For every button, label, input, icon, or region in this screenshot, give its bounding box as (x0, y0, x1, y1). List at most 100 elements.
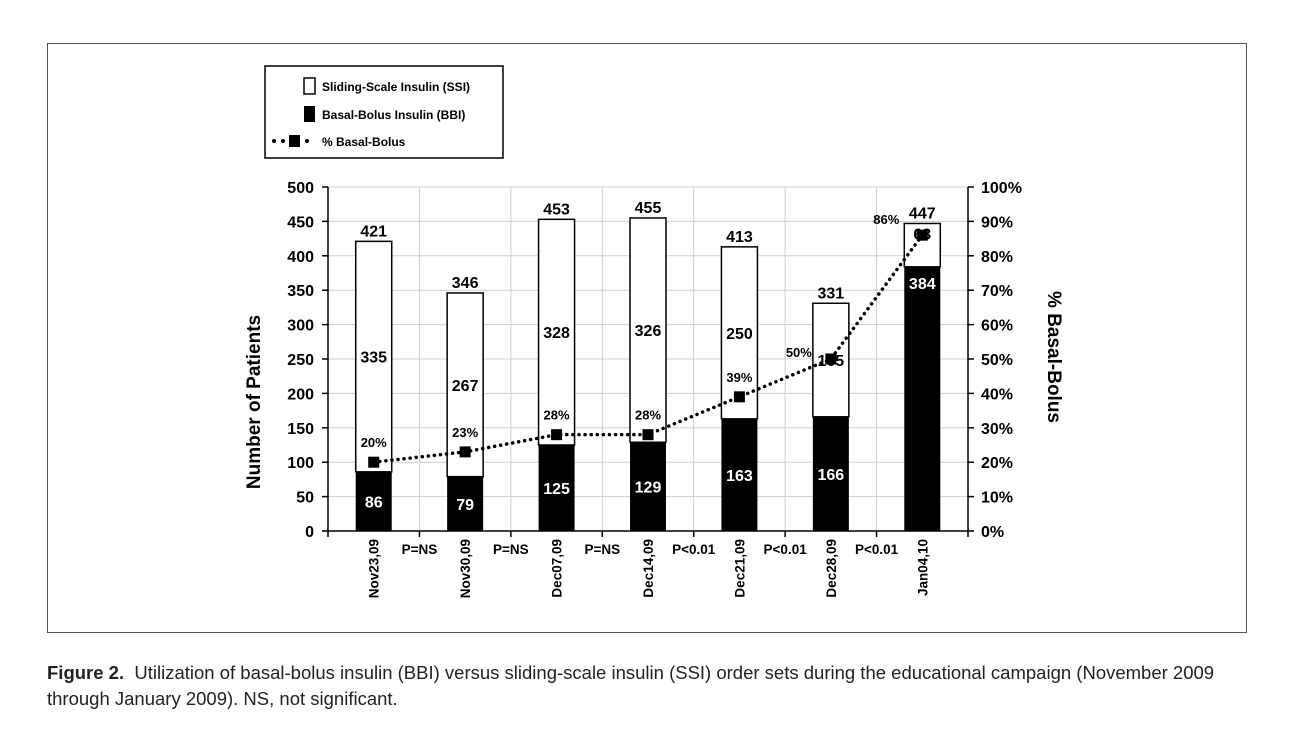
bar-ssi (537, 218, 576, 446)
y-tick-label: 350 (287, 283, 314, 300)
x-tick-label: Dec14,09 (641, 539, 656, 598)
x-tick-label: Dec28,09 (824, 539, 839, 598)
bar-ssi (354, 240, 393, 473)
y2-tick-label: 30% (981, 421, 1013, 438)
y-tick-label: 450 (287, 214, 314, 231)
y2-tick-label: 100% (981, 180, 1022, 197)
y2-tick-label: 90% (981, 214, 1013, 231)
y-tick-label: 400 (287, 249, 314, 266)
bbi-value-label: 125 (543, 481, 570, 498)
percent-marker (642, 429, 654, 441)
caption-text: Utilization of basal-bolus insulin (BBI)… (47, 662, 1215, 709)
bbi-value-label: 86 (365, 494, 383, 511)
percent-marker (825, 353, 837, 365)
x-tick-label: Dec21,09 (732, 539, 747, 598)
y2-axis-label: % Basal-Bolus (1043, 291, 1064, 423)
legend: Sliding-Scale Insulin (SSI) Basal-Bolus … (264, 65, 504, 159)
y2-tick-label: 20% (981, 455, 1013, 472)
bbi-value-label: 79 (456, 497, 474, 514)
ssi-value-label: 326 (635, 323, 662, 340)
percent-marker (459, 446, 471, 458)
y-tick-label: 500 (287, 180, 314, 197)
bar-ssi (446, 292, 484, 478)
percent-label: 28% (544, 408, 570, 423)
y-tick-label: 150 (287, 421, 314, 438)
y-tick-label: 0 (305, 524, 314, 541)
p-value-label: P<0.01 (764, 542, 808, 557)
total-label: 453 (543, 201, 570, 218)
y-tick-label: 250 (287, 352, 314, 369)
figure-frame: 20% 23% 28% 28% 39% 50% 86% 421 346 453 455 413 331 4… (47, 43, 1247, 633)
data-labels: 20% 23% 28% 28% 39% 50% 86% 421 346 453 455 413 331 4… (360, 200, 935, 514)
p-value-label: P=NS (584, 542, 620, 557)
percent-line (368, 229, 928, 468)
legend-ssi-label: Sliding-Scale Insulin (SSI) (322, 80, 470, 94)
axes: 0 50 100 150 200 250 300 350 400 450 500 0% 10% 20% 30… (287, 180, 1022, 598)
y2-tick-label: 50% (981, 352, 1013, 369)
percent-label: 39% (726, 370, 752, 385)
x-tick-label: Dec07,09 (550, 539, 565, 598)
bar-ssi (629, 217, 667, 443)
y2-tick-label: 0% (981, 524, 1004, 541)
y2-tick-label: 70% (981, 283, 1013, 300)
total-label: 421 (360, 223, 387, 240)
percent-marker (733, 391, 745, 403)
y-tick-label: 50 (296, 490, 314, 507)
y2-tick-label: 40% (981, 386, 1013, 403)
bar-bbi (904, 266, 941, 531)
legend-pct-marker (272, 135, 309, 147)
bar-bbi (538, 445, 575, 531)
total-label: 346 (452, 275, 479, 292)
p-value-label: P=NS (402, 542, 438, 557)
x-tick-label: Nov30,09 (458, 539, 473, 598)
legend-ssi-swatch (303, 77, 316, 95)
percent-label: 23% (452, 425, 478, 440)
bars (354, 217, 942, 531)
x-tick-label: Nov23,09 (367, 539, 382, 598)
y2-tick-label: 10% (981, 490, 1013, 507)
bar-bbi (630, 442, 666, 531)
ssi-value-label: 250 (726, 326, 753, 343)
bar-bbi (721, 418, 758, 531)
y-axis-label: Number of Patients (244, 315, 265, 489)
figure-caption: Figure 2. Utilization of basal-bolus ins… (47, 660, 1257, 712)
y-tick-label: 300 (287, 318, 314, 335)
p-value-label: P=NS (493, 542, 529, 557)
ssi-value-label: 165 (818, 353, 845, 370)
bar-bbi (812, 416, 849, 531)
bbi-value-label: 166 (818, 467, 845, 484)
bbi-value-label: 384 (909, 276, 936, 293)
legend-bbi-label: Basal-Bolus Insulin (BBI) (322, 108, 465, 122)
p-value-label: P<0.01 (855, 542, 899, 557)
y2-tick-label: 80% (981, 249, 1013, 266)
caption-label: Figure 2. (47, 662, 125, 683)
total-label: 447 (909, 205, 936, 222)
bar-ssi (720, 246, 759, 420)
percent-label: 50% (786, 345, 812, 360)
y2-tick-label: 60% (981, 318, 1013, 335)
legend-pct-label: % Basal-Bolus (322, 135, 406, 149)
ssi-value-label: 328 (543, 325, 570, 342)
bbi-value-label: 129 (635, 480, 662, 497)
percent-marker (551, 429, 563, 441)
ssi-value-label: 267 (452, 378, 479, 395)
percent-marker (368, 456, 380, 468)
y-tick-label: 200 (287, 386, 314, 403)
percent-label: 86% (873, 212, 899, 227)
legend-bbi-swatch (304, 106, 315, 122)
total-label: 455 (635, 200, 662, 217)
percent-marker (916, 229, 928, 241)
x-tick-label: Jan04,10 (915, 539, 930, 596)
y-tick-label: 100 (287, 455, 314, 472)
bbi-value-label: 163 (726, 468, 753, 485)
percent-label: 28% (635, 408, 661, 423)
ssi-value-label: 335 (360, 350, 387, 367)
bar-bbi (355, 471, 392, 531)
p-value-label: P<0.01 (672, 542, 716, 557)
total-label: 413 (726, 229, 753, 246)
ssi-value-label: 63 (913, 226, 931, 243)
total-label: 331 (818, 285, 845, 302)
percent-label: 20% (361, 435, 387, 450)
bar-bbi (447, 476, 484, 531)
chart: 20% 23% 28% 28% 39% 50% 86% 421 346 453 455 413 331 4… (244, 65, 1064, 598)
